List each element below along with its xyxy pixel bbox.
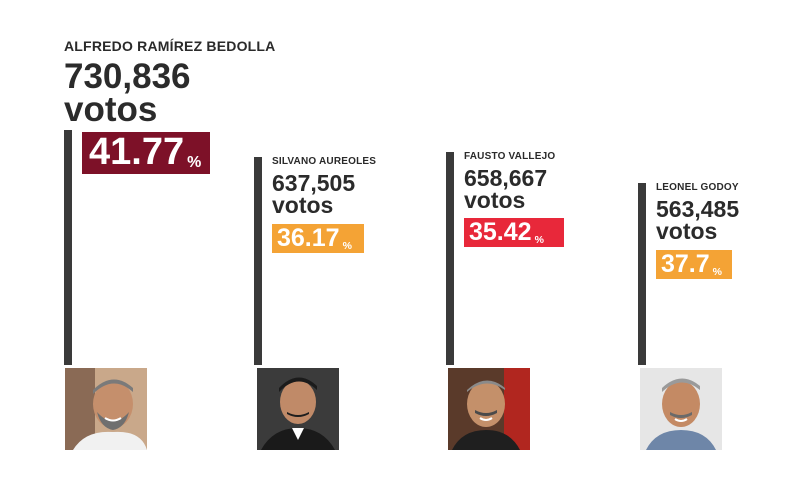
vote-count-vallejo: 658,667 votos bbox=[464, 165, 548, 213]
candidate-photo-godoy bbox=[640, 368, 722, 450]
vote-count-godoy: 563,485 votos bbox=[656, 196, 740, 244]
percent-badge-aureoles: 36.17% bbox=[272, 224, 364, 253]
votes-unit-vallejo: votos bbox=[464, 186, 526, 213]
percent-value-aureoles: 36.17 bbox=[277, 224, 340, 252]
percent-badge-vallejo: 35.42% bbox=[464, 218, 564, 247]
percent-badge-godoy: 37.7% bbox=[656, 250, 732, 279]
percent-badge-ramirez-bedolla: 41.77% bbox=[82, 131, 210, 174]
vote-number-vallejo: 658,667 bbox=[464, 165, 548, 191]
candidate-photo-aureoles bbox=[257, 368, 339, 450]
bar-ramirez-bedolla bbox=[64, 130, 72, 365]
vote-count-aureoles: 637,505 votos bbox=[272, 170, 356, 218]
candidate-name-ramirez-bedolla: ALFREDO RAMÍREZ BEDOLLA bbox=[64, 38, 276, 54]
candidate-name-vallejo: FAUSTO VALLEJO bbox=[464, 151, 556, 162]
percent-symbol: % bbox=[534, 233, 544, 246]
candidate-name-godoy: LEONEL GODOY bbox=[656, 182, 739, 193]
percent-symbol: % bbox=[712, 265, 723, 278]
votes-unit-ramirez-bedolla: votos bbox=[64, 90, 158, 130]
percent-value-vallejo: 35.42 bbox=[469, 218, 532, 246]
percent-symbol: % bbox=[187, 154, 202, 172]
vote-count-ramirez-bedolla: 730,836 votos bbox=[64, 57, 191, 130]
bar-vallejo bbox=[446, 152, 454, 365]
percent-value-ramirez-bedolla: 41.77 bbox=[89, 131, 185, 173]
bar-godoy bbox=[638, 183, 646, 365]
candidate-name-aureoles: SILVANO AUREOLES bbox=[272, 156, 377, 167]
candidate-photo-vallejo bbox=[448, 368, 530, 450]
bar-aureoles bbox=[254, 157, 262, 365]
vote-number-godoy: 563,485 bbox=[656, 196, 740, 222]
percent-value-godoy: 37.7 bbox=[661, 250, 710, 278]
vote-number-aureoles: 637,505 bbox=[272, 170, 356, 196]
votes-unit-aureoles: votos bbox=[272, 191, 334, 218]
votes-unit-godoy: votos bbox=[656, 217, 718, 244]
vote-number-ramirez-bedolla: 730,836 bbox=[64, 57, 191, 96]
candidate-photo-ramirez-bedolla bbox=[65, 368, 147, 450]
percent-symbol: % bbox=[342, 239, 352, 252]
